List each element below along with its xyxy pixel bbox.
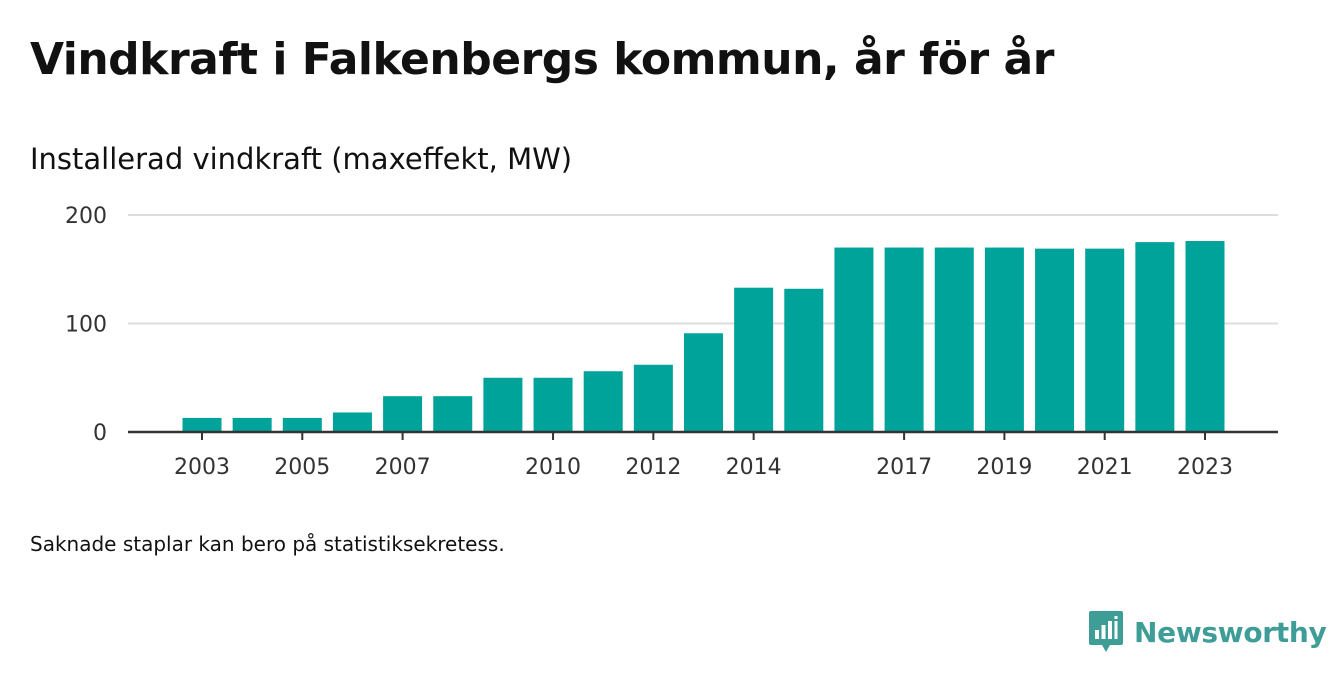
newsworthy-logo-icon xyxy=(1089,611,1123,652)
y-tick-label-100: 100 xyxy=(65,313,107,338)
bar-2006 xyxy=(332,412,372,432)
newsworthy-logo-text: Newsworthy xyxy=(1134,615,1327,649)
bar-2014 xyxy=(734,287,774,432)
bar-2022 xyxy=(1135,242,1175,432)
bar-2008 xyxy=(433,396,473,432)
bar-2017 xyxy=(884,247,924,432)
bar-2023 xyxy=(1185,241,1225,432)
bar-2012 xyxy=(633,364,673,432)
bar-2010 xyxy=(533,377,573,432)
bar-2015 xyxy=(784,288,824,432)
bar-2011 xyxy=(583,371,623,432)
bar-2004 xyxy=(232,417,272,432)
x-tick-label-2021: 2021 xyxy=(1077,455,1133,480)
bar-2019 xyxy=(984,247,1024,432)
bar-2009 xyxy=(483,377,523,432)
bar-2018 xyxy=(934,247,974,432)
bar-2013 xyxy=(684,333,723,432)
chart-title: Vindkraft i Falkenbergs kommun, år för å… xyxy=(30,34,1054,85)
x-tick-label-2019: 2019 xyxy=(976,455,1032,480)
bar-2020 xyxy=(1035,248,1075,432)
bar-2007 xyxy=(383,396,423,432)
y-tick-label-200: 200 xyxy=(65,204,107,229)
newsworthy-logo: Newsworthy xyxy=(1088,610,1327,654)
x-tick-label-2017: 2017 xyxy=(876,455,932,480)
x-tick-label-2012: 2012 xyxy=(625,455,681,480)
footnote: Saknade staplar kan bero på statistiksek… xyxy=(30,532,505,556)
x-tick-label-2010: 2010 xyxy=(525,455,581,480)
x-tick-label-2003: 2003 xyxy=(174,455,230,480)
bar-2016 xyxy=(834,247,874,432)
x-tick-label-2023: 2023 xyxy=(1177,455,1233,480)
bar-2005 xyxy=(282,417,322,432)
bar-2021 xyxy=(1085,248,1125,432)
x-tick-label-2005: 2005 xyxy=(274,455,330,480)
x-tick-label-2014: 2014 xyxy=(726,455,782,480)
chart-subtitle: Installerad vindkraft (maxeffekt, MW) xyxy=(30,142,573,176)
y-tick-label-0: 0 xyxy=(93,421,107,446)
bar-2003 xyxy=(182,417,222,432)
x-tick-label-2007: 2007 xyxy=(375,455,431,480)
